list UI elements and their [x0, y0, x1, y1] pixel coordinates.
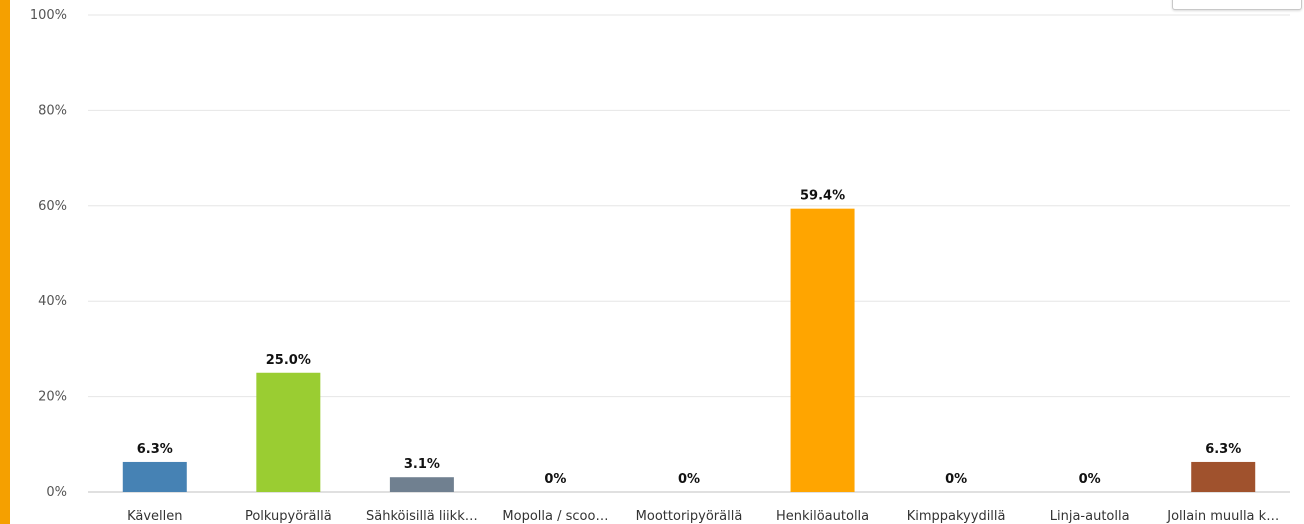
x-category-label: Kimppakyydillä	[907, 509, 1006, 524]
bar[interactable]	[790, 208, 855, 493]
data-label: 0%	[544, 472, 566, 487]
x-category-label: Linja-autolla	[1050, 509, 1130, 524]
data-label: 0%	[1079, 472, 1101, 487]
x-category-label: Kävellen	[127, 509, 182, 524]
data-label: 0%	[945, 472, 967, 487]
y-tick-label: 80%	[38, 103, 67, 118]
y-tick-label: 20%	[38, 390, 67, 405]
x-category-label: Moottoripyörällä	[636, 509, 743, 524]
data-label: 25.0%	[266, 353, 311, 368]
data-label: 0%	[678, 472, 700, 487]
x-category-label: Sähköisillä liikk…	[366, 509, 478, 524]
y-tick-label: 0%	[46, 485, 67, 500]
bar[interactable]	[1191, 461, 1256, 492]
data-label: 6.3%	[1205, 442, 1241, 457]
export-menu-button[interactable]	[1172, 0, 1302, 10]
bar[interactable]	[122, 461, 187, 492]
y-tick-label: 60%	[38, 199, 67, 214]
x-category-label: Mopolla / scoo…	[502, 509, 608, 524]
y-tick-label: 40%	[38, 294, 67, 309]
x-category-label: Polkupyörällä	[245, 509, 332, 524]
bar[interactable]	[256, 372, 321, 492]
data-label: 59.4%	[800, 189, 845, 204]
x-category-label: Jollain muulla k…	[1166, 509, 1279, 524]
left-accent-strip	[0, 0, 10, 524]
data-label: 6.3%	[137, 442, 173, 457]
bar[interactable]	[389, 477, 454, 492]
data-label: 3.1%	[404, 457, 440, 472]
x-category-label: Henkilöautolla	[776, 509, 869, 524]
y-tick-label: 100%	[30, 8, 67, 23]
